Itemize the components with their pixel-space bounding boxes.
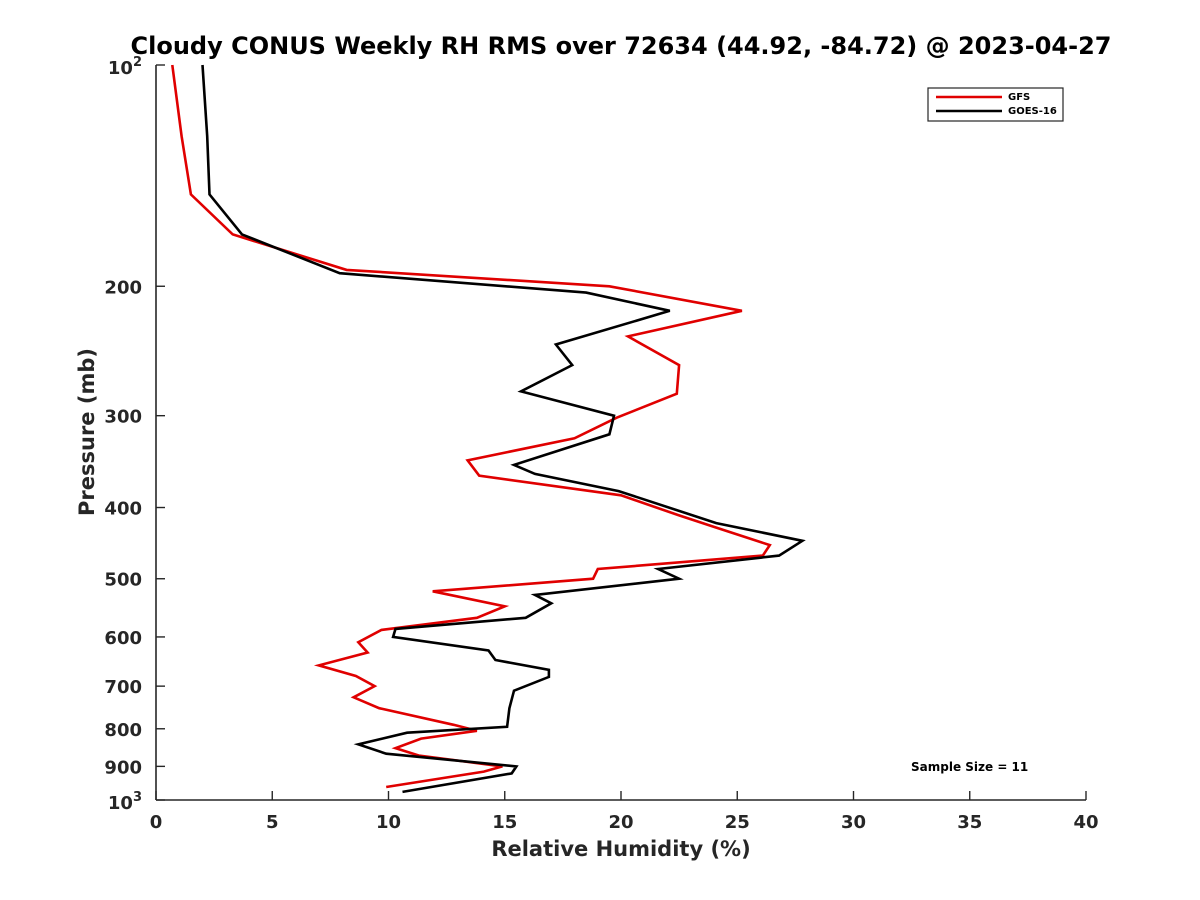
x-axis-ticks: 0 5 10 15 20 25 30 35 40 bbox=[150, 791, 1099, 833]
y-axis-ticks: 200 300 400 500 600 700 800 900 102 103 bbox=[104, 55, 165, 814]
x-tick-label: 25 bbox=[725, 812, 750, 833]
y-tick-label: 500 bbox=[104, 570, 142, 591]
y-tick-label: 400 bbox=[104, 499, 142, 520]
x-tick-label: 20 bbox=[608, 812, 633, 833]
x-tick-label: 0 bbox=[150, 812, 163, 833]
y-tick-label-power: 102 bbox=[108, 55, 142, 79]
x-tick-label: 40 bbox=[1073, 812, 1098, 833]
y-tick-label: 600 bbox=[104, 628, 142, 649]
series-line-goes16 bbox=[201, 64, 806, 794]
y-tick-label: 700 bbox=[104, 677, 142, 698]
chart-title: Cloudy CONUS Weekly RH RMS over 72634 (4… bbox=[131, 32, 1112, 60]
y-tick-label: 800 bbox=[104, 720, 142, 741]
legend-box bbox=[927, 87, 1064, 122]
x-axis-label: Relative Humidity (%) bbox=[491, 837, 750, 861]
legend-label-gfs: GFS bbox=[1008, 92, 1030, 103]
sample-size-annotation: Sample Size = 11 bbox=[911, 760, 1028, 774]
series-line-gfs bbox=[171, 64, 772, 789]
plot-area bbox=[156, 65, 1086, 800]
y-tick-label: 200 bbox=[104, 277, 142, 298]
y-tick-label: 300 bbox=[104, 407, 142, 428]
y-axis-label: Pressure (mb) bbox=[75, 348, 99, 516]
x-tick-label: 10 bbox=[376, 812, 401, 833]
y-tick-label-power: 103 bbox=[108, 790, 142, 814]
plot-background bbox=[156, 65, 1086, 800]
legend: GFS GOES-16 bbox=[927, 87, 1064, 122]
y-tick-label: 900 bbox=[104, 757, 142, 778]
x-tick-label: 35 bbox=[957, 812, 982, 833]
x-tick-label: 5 bbox=[266, 812, 279, 833]
series-layer bbox=[171, 64, 806, 794]
x-tick-label: 30 bbox=[841, 812, 866, 833]
legend-label-goes16: GOES-16 bbox=[1008, 106, 1057, 117]
x-tick-label: 15 bbox=[492, 812, 517, 833]
